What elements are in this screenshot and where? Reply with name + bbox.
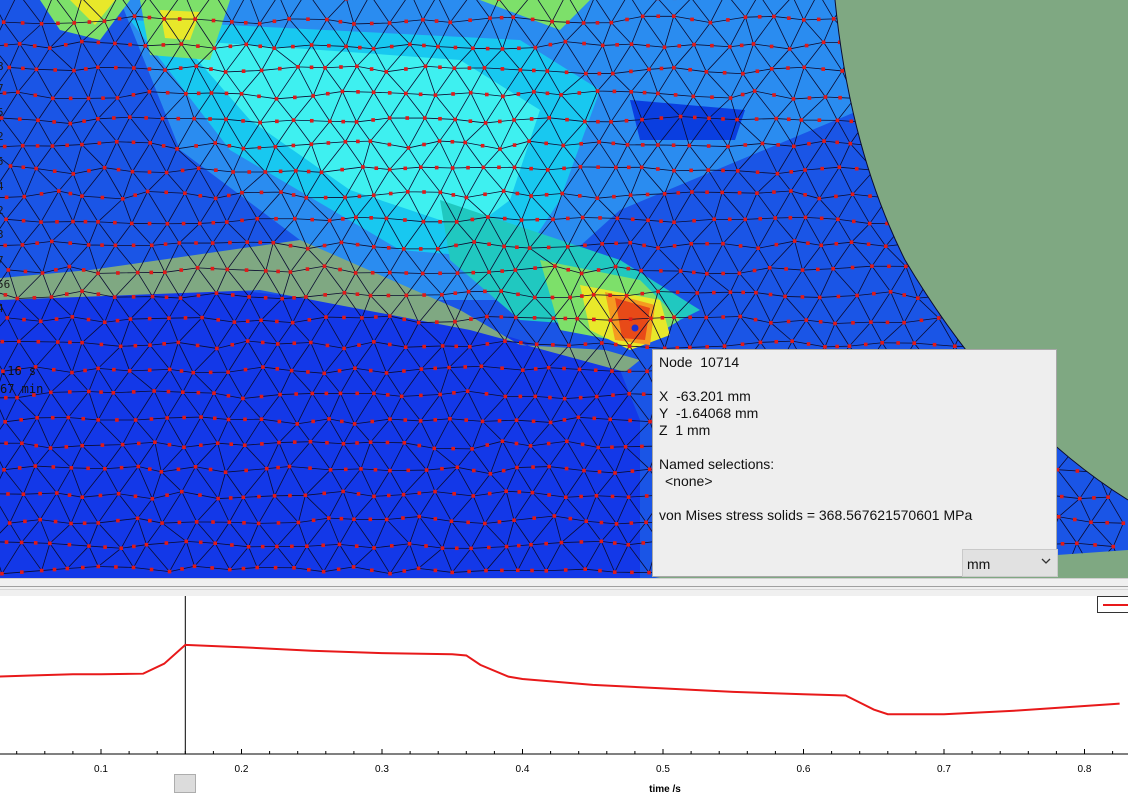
plot-canvas: 0.1 0.2 0.3 0.4 0.5 0.6 0.7 0.8 time /s [0, 596, 1128, 795]
x-tick-label: 0.3 [375, 764, 389, 775]
unit-select-value: mm [967, 556, 991, 572]
x-tick-label: 0.7 [937, 764, 951, 775]
plot-legend [1097, 596, 1128, 613]
legend-label: 7 [0, 254, 4, 267]
result-value: von Mises stress solids = 368.5676215706… [659, 507, 973, 523]
time-readout-line: .16 s [0, 364, 37, 378]
selected-node-marker [631, 324, 639, 332]
legend-label: 56 [0, 278, 11, 291]
x-tick-label: 0.2 [235, 764, 249, 775]
time-slider-thumb[interactable] [174, 774, 196, 793]
chevron-down-icon [1041, 558, 1051, 564]
x-tick-label: 0.1 [94, 764, 108, 775]
series-line [0, 643, 1120, 716]
time-readout: .16 s 67 min [0, 362, 43, 398]
legend-label: 7 [0, 82, 4, 95]
stress-contour-mesh[interactable] [0, 0, 1128, 578]
legend-swatch [1103, 604, 1128, 606]
x-tick-label: 0.5 [656, 764, 670, 775]
node-y: Y -1.64068 mm [659, 405, 759, 421]
unit-select[interactable]: mm [962, 549, 1058, 577]
node-info-panel: Node 10714 X -63.201 mm Y -1.64068 mm Z … [652, 349, 1058, 577]
legend-label: 4 [0, 180, 4, 193]
legend-label: 2 [0, 204, 4, 217]
legend-label: 3 [0, 228, 4, 241]
named-selections-value: <none> [665, 473, 713, 489]
node-label: Node 10714 [659, 354, 740, 370]
x-tick-label: 0.4 [516, 764, 530, 775]
node-x: X -63.201 mm [659, 388, 751, 404]
legend-label: 2 [0, 130, 4, 143]
panel-splitter[interactable] [0, 578, 1128, 596]
x-tick-label: 0.6 [797, 764, 811, 775]
named-selections-label: Named selections: [659, 456, 775, 472]
x-tick-label: 0.8 [1078, 764, 1092, 775]
legend-label: 8 [0, 60, 4, 73]
time-history-plot[interactable]: 0.1 0.2 0.3 0.4 0.5 0.6 0.7 0.8 time /s [0, 596, 1128, 802]
x-axis-label: time /s [649, 784, 681, 795]
mesh-viewport[interactable]: 8 7 5 2 5 4 2 3 7 56 4 .16 s 67 min Node… [0, 0, 1128, 578]
legend-label: 5 [0, 106, 4, 119]
legend-label: 4 [0, 302, 4, 315]
time-readout-line: 67 min [0, 382, 44, 396]
node-z: Z 1 mm [659, 422, 711, 438]
legend-label: 5 [0, 155, 4, 168]
contour-legend-fragments: 8 7 5 2 5 4 2 3 7 56 4 [0, 0, 14, 578]
